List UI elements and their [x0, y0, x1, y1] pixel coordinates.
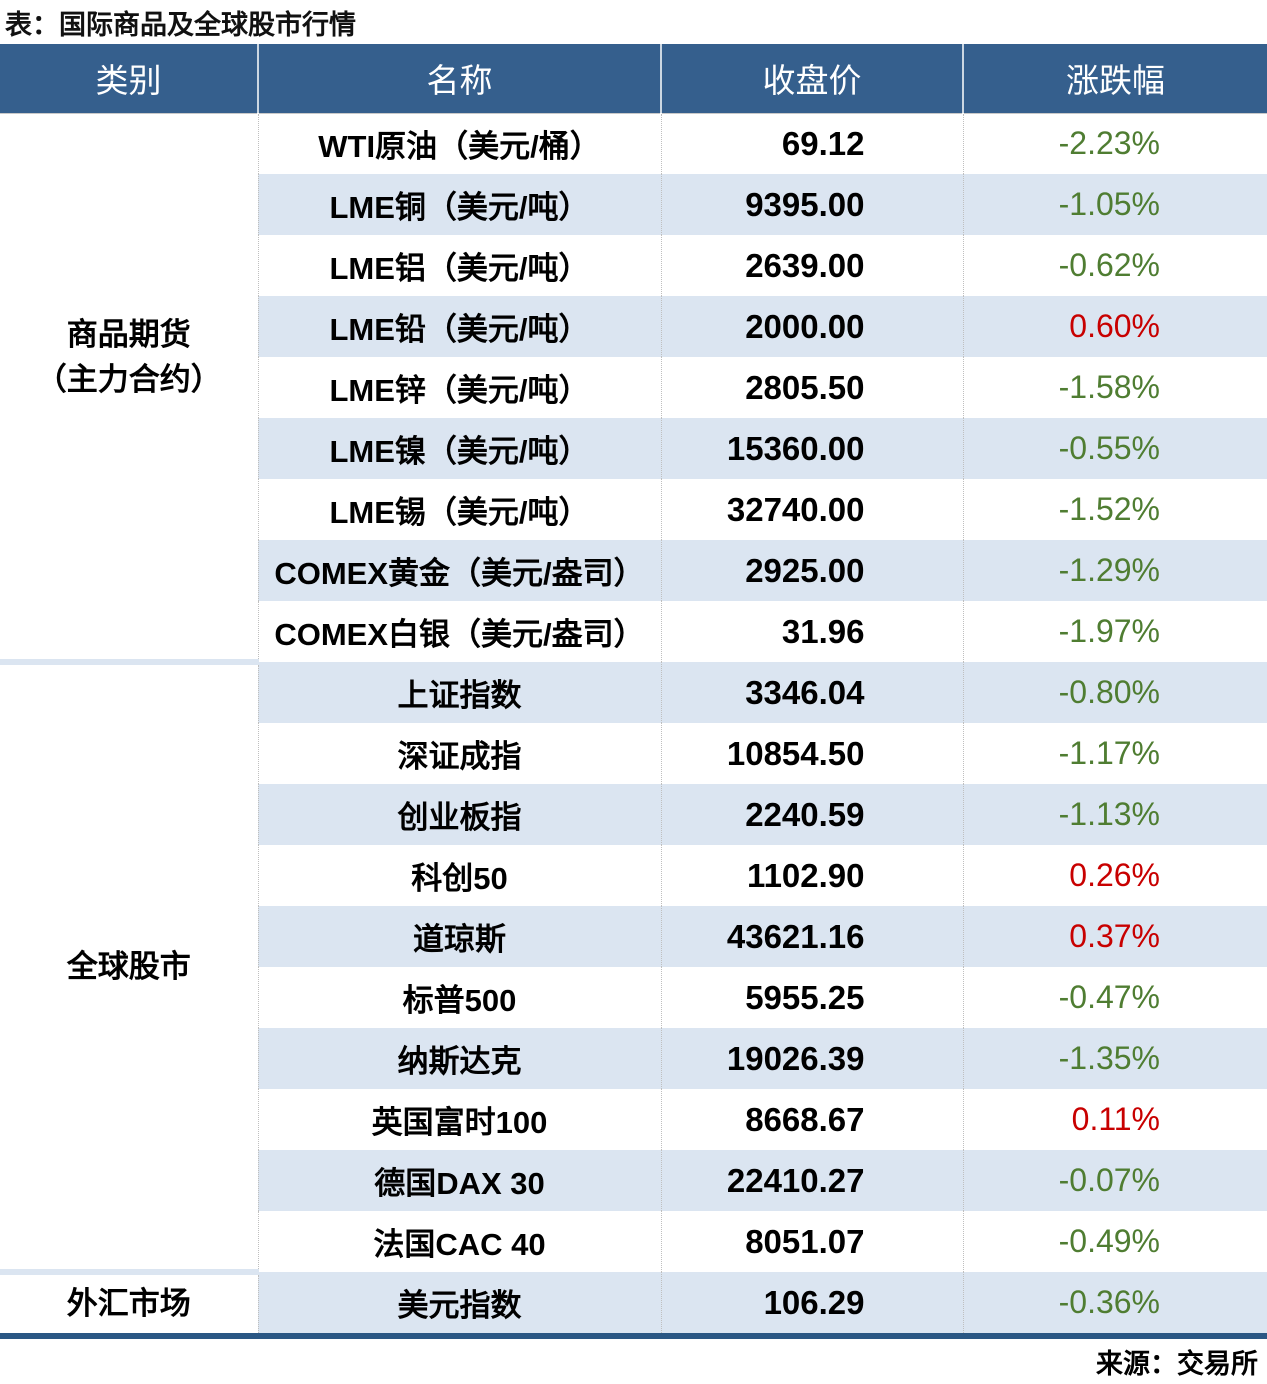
- header-row: 类别 名称 收盘价 涨跌幅: [0, 44, 1267, 114]
- change-percent-cell: -0.80%: [962, 662, 1267, 723]
- change-percent-cell: -1.05%: [962, 174, 1267, 235]
- header-change: 涨跌幅: [962, 44, 1267, 114]
- close-price-cell: 2639.00: [660, 235, 963, 296]
- instrument-name-cell: 德国DAX 30: [257, 1150, 661, 1211]
- category-cell: 商品期货 （主力合约）: [0, 113, 258, 662]
- page-title: 表：国际商品及全球股市行情: [5, 9, 356, 40]
- instrument-name-cell: LME铝（美元/吨）: [257, 235, 661, 296]
- close-price-cell: 2925.00: [660, 540, 963, 601]
- table-row: LME铅（美元/吨） 2000.00 0.60%: [0, 296, 1267, 357]
- close-price-cell: 2000.00: [660, 296, 963, 357]
- table-row: COMEX黄金（美元/盎司） 2925.00 -1.29%: [0, 540, 1267, 601]
- table-row: 法国CAC 40 8051.07 -0.49%: [0, 1211, 1267, 1272]
- table-row: 深证成指 10854.50 -1.17%: [0, 723, 1267, 784]
- close-price-cell: 1102.90: [660, 845, 963, 906]
- instrument-name-cell: 英国富时100: [257, 1089, 661, 1150]
- change-percent-cell: 0.11%: [962, 1089, 1267, 1150]
- close-price-cell: 2805.50: [660, 357, 963, 418]
- header-close-price: 收盘价: [660, 44, 963, 114]
- change-percent-cell: 0.60%: [962, 296, 1267, 357]
- category-cell: 全球股市: [0, 659, 258, 1272]
- table-bottom-border: [0, 1333, 1267, 1339]
- table-row: LME铝（美元/吨） 2639.00 -0.62%: [0, 235, 1267, 296]
- change-percent-cell: 0.26%: [962, 845, 1267, 906]
- header-category: 类别: [0, 44, 258, 114]
- instrument-name-cell: 法国CAC 40: [257, 1211, 661, 1272]
- table-row: 科创50 1102.90 0.26%: [0, 845, 1267, 906]
- table-row: 纳斯达克 19026.39 -1.35%: [0, 1028, 1267, 1089]
- table-row: LME锌（美元/吨） 2805.50 -1.58%: [0, 357, 1267, 418]
- instrument-name-cell: LME铜（美元/吨）: [257, 174, 661, 235]
- instrument-name-cell: 美元指数: [257, 1272, 661, 1333]
- instrument-name-cell: 纳斯达克: [257, 1028, 661, 1089]
- close-price-cell: 69.12: [660, 113, 963, 174]
- category-cell: 外汇市场: [0, 1269, 258, 1333]
- close-price-cell: 15360.00: [660, 418, 963, 479]
- instrument-name-cell: 科创50: [257, 845, 661, 906]
- close-price-cell: 43621.16: [660, 906, 963, 967]
- close-price-cell: 31.96: [660, 601, 963, 662]
- table-row: 标普500 5955.25 -0.47%: [0, 967, 1267, 1028]
- instrument-name-cell: COMEX黄金（美元/盎司）: [257, 540, 661, 601]
- change-percent-cell: -0.55%: [962, 418, 1267, 479]
- change-percent-cell: -1.35%: [962, 1028, 1267, 1089]
- change-percent-cell: -2.23%: [962, 113, 1267, 174]
- table-row: 英国富时100 8668.67 0.11%: [0, 1089, 1267, 1150]
- instrument-name-cell: WTI原油（美元/桶）: [257, 113, 661, 174]
- table-row: 外汇市场 美元指数 106.29 -0.36%: [0, 1269, 1267, 1333]
- instrument-name-cell: 创业板指: [257, 784, 661, 845]
- close-price-cell: 8051.07: [660, 1211, 963, 1272]
- source-note: 来源：交易所: [1096, 1349, 1258, 1379]
- table-row: LME锡（美元/吨） 32740.00 -1.52%: [0, 479, 1267, 540]
- change-percent-cell: -0.07%: [962, 1150, 1267, 1211]
- change-percent-cell: -0.49%: [962, 1211, 1267, 1272]
- close-price-cell: 2240.59: [660, 784, 963, 845]
- instrument-name-cell: LME锡（美元/吨）: [257, 479, 661, 540]
- table-row: COMEX白银（美元/盎司） 31.96 -1.97%: [0, 601, 1267, 662]
- table-row: 全球股市 上证指数 3346.04 -0.80%: [0, 659, 1267, 1272]
- instrument-name-cell: LME镍（美元/吨）: [257, 418, 661, 479]
- change-percent-cell: -1.29%: [962, 540, 1267, 601]
- instrument-name-cell: 上证指数: [257, 662, 661, 723]
- instrument-name-cell: LME铅（美元/吨）: [257, 296, 661, 357]
- header-name: 名称: [257, 44, 661, 114]
- change-percent-cell: -0.62%: [962, 235, 1267, 296]
- close-price-cell: 5955.25: [660, 967, 963, 1028]
- change-percent-cell: -0.47%: [962, 967, 1267, 1028]
- instrument-name-cell: 道琼斯: [257, 906, 661, 967]
- close-price-cell: 22410.27: [660, 1150, 963, 1211]
- table-row: LME镍（美元/吨） 15360.00 -0.55%: [0, 418, 1267, 479]
- close-price-cell: 106.29: [660, 1272, 963, 1333]
- close-price-cell: 32740.00: [660, 479, 963, 540]
- instrument-name-cell: 深证成指: [257, 723, 661, 784]
- change-percent-cell: -1.52%: [962, 479, 1267, 540]
- table-row: LME铜（美元/吨） 9395.00 -1.05%: [0, 174, 1267, 235]
- close-price-cell: 3346.04: [660, 662, 963, 723]
- close-price-cell: 19026.39: [660, 1028, 963, 1089]
- market-table: 类别 名称 收盘价 涨跌幅 商品期货 （主力合约） WTI原油（美元/桶） 69.12…: [0, 44, 1267, 1333]
- table-row: 商品期货 （主力合约） WTI原油（美元/桶） 69.12 -2.23%: [0, 113, 1267, 662]
- change-percent-cell: -1.13%: [962, 784, 1267, 845]
- table-row: 创业板指 2240.59 -1.13%: [0, 784, 1267, 845]
- instrument-name-cell: LME锌（美元/吨）: [257, 357, 661, 418]
- instrument-name-cell: COMEX白银（美元/盎司）: [257, 601, 661, 662]
- table-row: 德国DAX 30 22410.27 -0.07%: [0, 1150, 1267, 1211]
- close-price-cell: 10854.50: [660, 723, 963, 784]
- change-percent-cell: -0.36%: [962, 1272, 1267, 1333]
- close-price-cell: 8668.67: [660, 1089, 963, 1150]
- change-percent-cell: -1.97%: [962, 601, 1267, 662]
- instrument-name-cell: 标普500: [257, 967, 661, 1028]
- close-price-cell: 9395.00: [660, 174, 963, 235]
- change-percent-cell: -1.17%: [962, 723, 1267, 784]
- table-row: 道琼斯 43621.16 0.37%: [0, 906, 1267, 967]
- change-percent-cell: 0.37%: [962, 906, 1267, 967]
- change-percent-cell: -1.58%: [962, 357, 1267, 418]
